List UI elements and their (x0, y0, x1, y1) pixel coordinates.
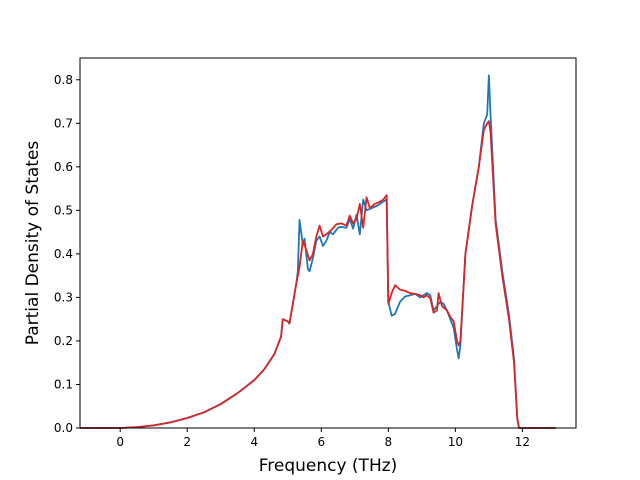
y-axis-label: Partial Density of States (23, 141, 43, 346)
y-tick-label: 0.2 (54, 334, 73, 348)
x-tick-label: 2 (183, 435, 191, 449)
series-line-2 (80, 120, 556, 429)
y-tick-label: 0.0 (54, 421, 73, 435)
y-tick-label: 0.8 (54, 73, 73, 87)
x-tick-label: 0 (116, 435, 124, 449)
y-tick-label: 0.3 (54, 290, 73, 304)
x-axis-label: Frequency (THz) (259, 456, 398, 476)
x-tick-label: 6 (317, 435, 325, 449)
x-tick-label: 8 (385, 435, 393, 449)
tick-layer: 0 2 4 6 8 10 12 0.0 0.1 0.2 0.3 0.4 0.5 0.6 0.7 0.8 (54, 73, 530, 449)
series-layer (80, 74, 556, 429)
y-tick-label: 0.7 (54, 116, 73, 130)
y-tick-label: 0.1 (54, 377, 73, 391)
x-tick-label: 4 (250, 435, 258, 449)
x-tick-label: 10 (448, 435, 463, 449)
y-tick-label: 0.6 (54, 160, 73, 174)
y-tick-label: 0.4 (54, 247, 73, 261)
y-tick-label: 0.5 (54, 203, 73, 217)
plot-frame (79, 57, 577, 429)
x-tick-label: 12 (515, 435, 530, 449)
